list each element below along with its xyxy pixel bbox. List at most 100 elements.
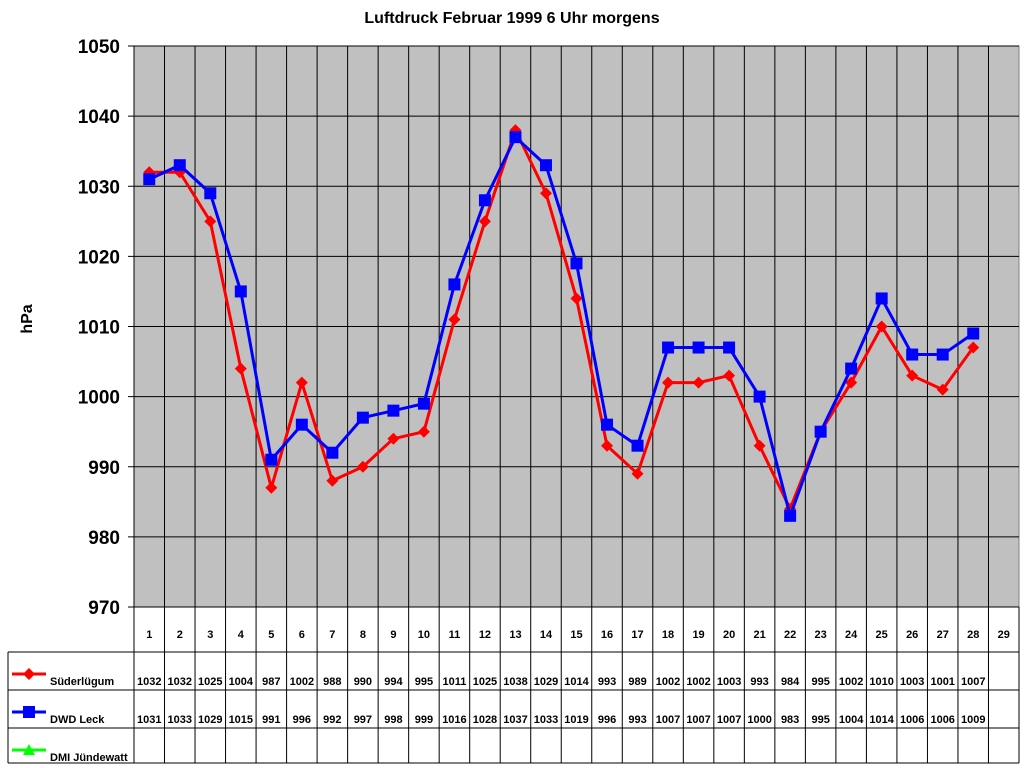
table-cell: 1010	[869, 676, 893, 688]
data-point	[265, 481, 278, 494]
table-cell: 1033	[534, 714, 558, 726]
table-cell: 993	[628, 714, 646, 726]
table-cell: 1000	[747, 714, 771, 726]
table-cell: 1031	[137, 714, 161, 726]
table-cell: 1003	[900, 676, 924, 688]
x-tick-label: 26	[906, 629, 918, 641]
series-line-0	[149, 126, 975, 513]
table-cell: 1015	[229, 714, 253, 726]
y-tick-label: 1040	[78, 107, 120, 128]
x-tick-label: 19	[692, 629, 704, 641]
x-tick-label: 2	[177, 629, 183, 641]
data-point	[906, 348, 919, 361]
x-tick-label: 12	[479, 629, 491, 641]
table-cell: 991	[262, 714, 280, 726]
data-point	[234, 362, 247, 375]
y-tick-label: 1010	[78, 318, 120, 339]
x-tick-label: 21	[753, 629, 765, 641]
table-cell: 1002	[686, 676, 710, 688]
x-tick-label: 24	[845, 629, 858, 641]
table-cell: 1004	[839, 714, 864, 726]
table-cell: 992	[323, 714, 341, 726]
data-point	[845, 362, 858, 375]
data-point	[448, 313, 461, 326]
y-tick-label: 970	[88, 598, 120, 619]
x-tick-label: 20	[723, 629, 735, 641]
table-cell: 1014	[564, 676, 589, 688]
x-tick-label: 10	[418, 629, 430, 641]
table-cell: 1029	[198, 714, 222, 726]
data-point	[143, 173, 156, 186]
y-tick-label: 990	[88, 458, 120, 479]
data-point	[570, 257, 583, 270]
x-tick-label: 13	[509, 629, 521, 641]
x-tick-label: 3	[207, 629, 213, 641]
data-point	[875, 292, 888, 305]
table-cell: 1025	[473, 676, 497, 688]
data-point	[173, 159, 186, 172]
table-cell: 1025	[198, 676, 222, 688]
x-tick-label: 4	[238, 629, 245, 641]
table-cell: 1007	[656, 714, 680, 726]
table-cell: 1014	[869, 714, 894, 726]
x-tick-label: 14	[540, 629, 553, 641]
data-point	[662, 376, 675, 389]
data-point	[326, 474, 339, 487]
x-tick-label: 23	[815, 629, 827, 641]
x-tick-label: 17	[631, 629, 643, 641]
table-cell: 993	[750, 676, 768, 688]
table-cell: 988	[323, 676, 341, 688]
x-tick-label: 8	[360, 629, 366, 641]
x-tick-label: 6	[299, 629, 305, 641]
data-point	[723, 341, 736, 354]
table-cell: 987	[262, 676, 280, 688]
data-point	[387, 432, 400, 445]
data-point	[539, 159, 552, 172]
x-tick-label: 7	[329, 629, 335, 641]
table-cell: 994	[384, 676, 403, 688]
table-cell: 993	[598, 676, 616, 688]
y-tick-label: 980	[88, 528, 120, 549]
legend-label: DMI Jündewatt	[50, 752, 128, 764]
y-tick-label: 1000	[78, 388, 120, 409]
table-cell: 995	[811, 714, 829, 726]
data-point	[814, 425, 827, 438]
data-point	[875, 320, 888, 333]
data-point	[204, 215, 217, 228]
chart-title: Luftdruck Februar 1999 6 Uhr morgens	[364, 10, 660, 27]
data-point	[631, 467, 644, 480]
data-point	[845, 376, 858, 389]
data-point	[448, 278, 461, 291]
data-point	[906, 369, 919, 382]
table-cell: 995	[811, 676, 829, 688]
x-tick-label: 11	[449, 629, 461, 641]
table-cell: 1004	[229, 676, 254, 688]
data-point	[753, 390, 766, 403]
x-tick-label: 25	[876, 629, 888, 641]
x-tick-label: 22	[784, 629, 796, 641]
data-point	[295, 376, 308, 389]
data-point	[356, 460, 369, 473]
legend-marker-2	[23, 744, 35, 755]
data-point	[784, 509, 797, 522]
table-cell: 1032	[168, 676, 192, 688]
table-cell: 998	[384, 714, 402, 726]
data-point	[356, 411, 369, 424]
data-point	[967, 327, 980, 340]
table-cell: 1009	[961, 714, 985, 726]
table-cell: 1029	[534, 676, 558, 688]
table-cell: 1007	[717, 714, 741, 726]
legend-label: Süderlügum	[50, 676, 114, 688]
x-tick-label: 28	[967, 629, 979, 641]
data-point	[478, 194, 491, 207]
data-point	[265, 453, 278, 466]
x-tick-label: 9	[390, 629, 396, 641]
table-cell: 1011	[442, 676, 466, 688]
legend-marker-1	[23, 706, 35, 718]
table-cell: 1002	[656, 676, 680, 688]
table-cell: 989	[628, 676, 646, 688]
table-cell: 1032	[137, 676, 161, 688]
data-point	[509, 131, 522, 144]
table-cell: 1007	[961, 676, 985, 688]
